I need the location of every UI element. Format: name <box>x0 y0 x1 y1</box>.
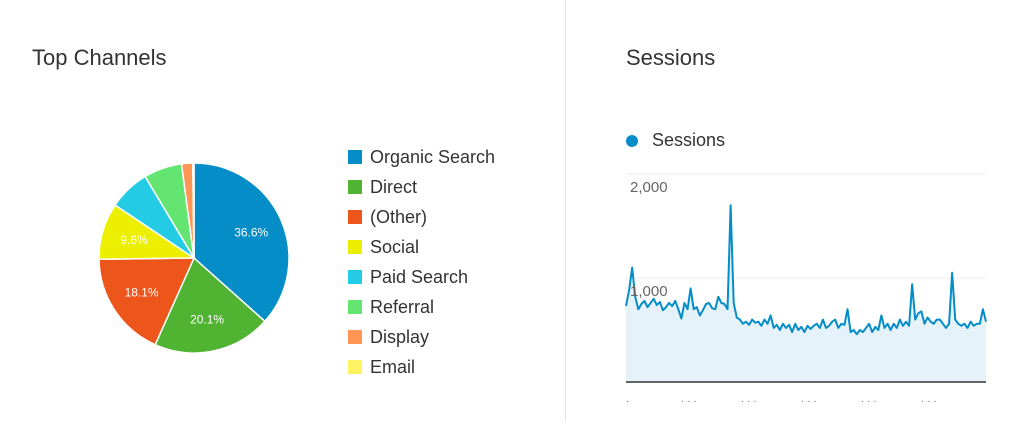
legend-label: Email <box>370 356 416 377</box>
sessions-legend-dot <box>626 134 638 147</box>
x-tick-label: · · · <box>801 396 817 407</box>
pie-data-label: 36.6% <box>234 225 268 239</box>
y-tick-label: 2,000 <box>630 179 668 196</box>
x-tick-label: · · · <box>861 396 877 407</box>
top-channels-title: Top Channels <box>32 45 167 70</box>
legend-item[interactable]: Referral <box>348 292 495 322</box>
pie-slice-direct[interactable] <box>154 256 266 354</box>
legend-item[interactable]: Direct <box>348 172 495 202</box>
sessions-legend[interactable]: Sessions <box>626 130 725 151</box>
legend-swatch <box>348 240 362 254</box>
legend-label: Display <box>370 326 430 347</box>
sessions-area <box>626 205 986 382</box>
pie-slice-organic-search[interactable] <box>193 162 290 323</box>
y-tick-label: 1,000 <box>630 283 668 300</box>
pie-legend: Organic Search Direct (Other) Social Paid Se… <box>348 142 495 382</box>
pie-data-label: 9.6% <box>120 233 148 247</box>
legend-label: Referral <box>370 296 435 317</box>
legend-label: (Other) <box>370 206 428 227</box>
sessions-legend-label: Sessions <box>652 130 726 150</box>
legend-swatch <box>348 270 362 284</box>
pie-slice-other[interactable] <box>98 257 196 346</box>
sessions-series-line[interactable] <box>625 204 987 336</box>
pie-data-label: 18.1% <box>125 285 159 299</box>
legend-swatch <box>348 360 362 374</box>
legend-item[interactable]: Paid Search <box>348 262 495 292</box>
legend-label: Paid Search <box>370 266 469 287</box>
pie-slice-email[interactable] <box>192 162 195 259</box>
legend-item[interactable]: Social <box>348 232 495 262</box>
pie-data-label: 20.1% <box>190 312 224 326</box>
legend-label: Social <box>370 236 420 257</box>
legend-label: Direct <box>370 176 418 197</box>
x-tick-label: · <box>626 396 629 407</box>
panel-divider <box>565 0 566 421</box>
x-tick-label: · · · <box>681 396 697 407</box>
sessions-panel: Sessions Sessions 2,000 1,000 · · · · · · · ·… <box>566 0 1012 421</box>
legend-swatch <box>348 300 362 314</box>
legend-label: Organic Search <box>370 146 496 167</box>
legend-swatch <box>348 210 362 224</box>
x-tick-label: · · · <box>741 396 757 407</box>
sessions-title: Sessions <box>626 45 716 70</box>
top-channels-panel: Top Channels 36.6% 20.1% 18.1% 9.6% Organic… <box>32 45 495 382</box>
legend-swatch <box>348 330 362 344</box>
legend-item[interactable]: Organic Search <box>348 142 495 172</box>
x-tick-label: · · · <box>921 396 937 407</box>
legend-swatch <box>348 180 362 194</box>
sessions-line-chart: 2,000 1,000 · · · · · · · · · · · · · · · · <box>625 173 987 407</box>
pie-chart: 36.6% 20.1% 18.1% 9.6% <box>96 160 292 356</box>
legend-swatch <box>348 150 362 164</box>
legend-item[interactable]: Email <box>348 352 495 382</box>
pie-chart-svg: 36.6% 20.1% 18.1% 9.6% <box>98 162 290 354</box>
legend-item[interactable]: (Other) <box>348 202 495 232</box>
legend-item[interactable]: Display <box>348 322 495 352</box>
